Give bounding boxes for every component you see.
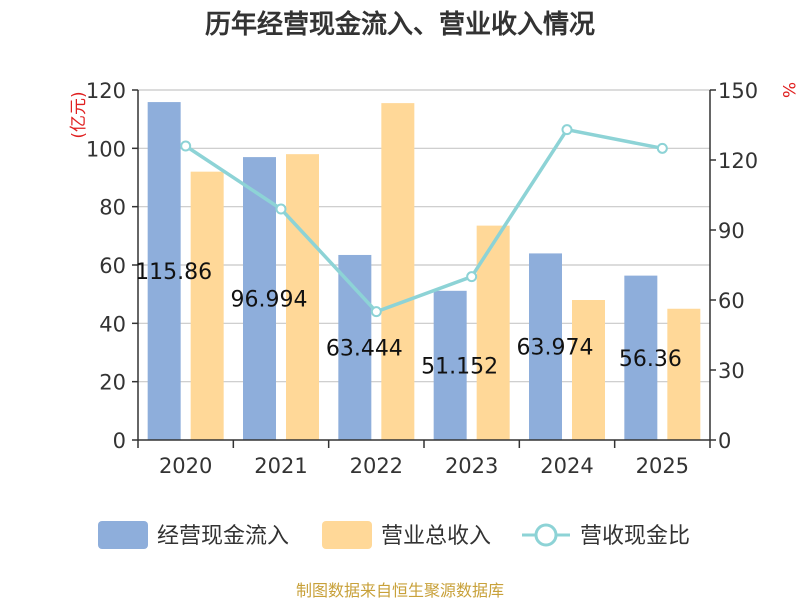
ratio-point bbox=[466, 271, 478, 283]
bar-revenue bbox=[476, 225, 510, 440]
bar-label-cash-inflow: 115.86 bbox=[135, 260, 212, 285]
source-note: 制图数据来自恒生聚源数据库 bbox=[296, 581, 504, 600]
left-axis-tick-label: 0 bbox=[113, 429, 126, 453]
bar-label-cash-inflow: 51.152 bbox=[421, 354, 498, 379]
bar-revenue bbox=[190, 171, 224, 440]
x-axis-tick-label: 2025 bbox=[636, 454, 689, 478]
bar-cash-inflow bbox=[529, 253, 562, 440]
left-axis-tick-label: 20 bbox=[99, 371, 126, 395]
ratio-line bbox=[180, 124, 668, 318]
bar-label-cash-inflow: 63.974 bbox=[517, 336, 594, 361]
left-axis-unit: (亿元) bbox=[69, 91, 89, 138]
left-axis-tick-label: 40 bbox=[99, 312, 126, 336]
bar-cash-inflow bbox=[433, 290, 467, 440]
right-axis-tick-label: 150 bbox=[718, 79, 758, 103]
right-axis-tick-label: 120 bbox=[718, 149, 758, 173]
x-axis-tick-label: 2024 bbox=[540, 454, 593, 478]
legend-swatch-revenue bbox=[322, 521, 372, 549]
left-axis-tick-label: 80 bbox=[99, 196, 126, 220]
ratio-point bbox=[275, 203, 287, 215]
bar-cash-inflow bbox=[624, 275, 658, 440]
left-axis-tick-label: 120 bbox=[86, 79, 126, 103]
right-axis-tick-label: 90 bbox=[718, 219, 745, 243]
legend: 经营现金流入 营业总收入 营收现金比 bbox=[98, 521, 690, 549]
bar-revenue bbox=[667, 308, 701, 440]
left-axis-tick-label: 100 bbox=[86, 137, 126, 161]
bar-revenue bbox=[286, 154, 319, 440]
bar-cash-inflow bbox=[338, 254, 372, 440]
bar-labels: 115.86 96.994 63.444 51.152 63.974 56.36 bbox=[135, 260, 682, 379]
bar-cash-inflow bbox=[243, 157, 276, 440]
bar-cash-inflow bbox=[147, 102, 181, 440]
grid-lines bbox=[138, 89, 710, 383]
right-axis-tick-label: 60 bbox=[718, 289, 745, 313]
bar-revenue bbox=[381, 103, 415, 440]
right-axis-tick-label: 0 bbox=[718, 429, 731, 453]
right-axis-unit: % bbox=[778, 82, 798, 98]
x-axis-tick-label: 2023 bbox=[445, 454, 498, 478]
bar-label-cash-inflow: 56.36 bbox=[619, 347, 682, 372]
legend-label-ratio: 营收现金比 bbox=[580, 524, 690, 549]
x-axis-tick-label: 2022 bbox=[350, 454, 403, 478]
ratio-point bbox=[370, 306, 382, 318]
chart-title: 历年经营现金流入、营业收入情况 bbox=[205, 9, 595, 40]
legend-label-cash-inflow: 经营现金流入 bbox=[157, 524, 289, 549]
ratio-line-path bbox=[184, 127, 663, 314]
bars bbox=[147, 102, 701, 440]
legend-swatch-cash-inflow bbox=[98, 521, 148, 549]
legend-label-revenue: 营业总收入 bbox=[381, 524, 491, 549]
legend-marker-ratio bbox=[534, 523, 558, 547]
bar-revenue bbox=[572, 300, 605, 440]
ratio-point bbox=[561, 124, 573, 136]
x-axis-tick-label: 2020 bbox=[159, 454, 212, 478]
axes: 0 20 40 60 80 100 120 0 30 60 90 120 150 2020 2021 2022… bbox=[86, 79, 758, 478]
ratio-point bbox=[180, 140, 192, 152]
right-axis-tick-label: 30 bbox=[718, 359, 745, 383]
bar-label-cash-inflow: 96.994 bbox=[231, 288, 308, 313]
ratio-point bbox=[656, 142, 668, 154]
left-axis-tick-label: 60 bbox=[99, 254, 126, 278]
bar-label-cash-inflow: 63.444 bbox=[326, 336, 403, 361]
x-axis-tick-label: 2021 bbox=[254, 454, 307, 478]
